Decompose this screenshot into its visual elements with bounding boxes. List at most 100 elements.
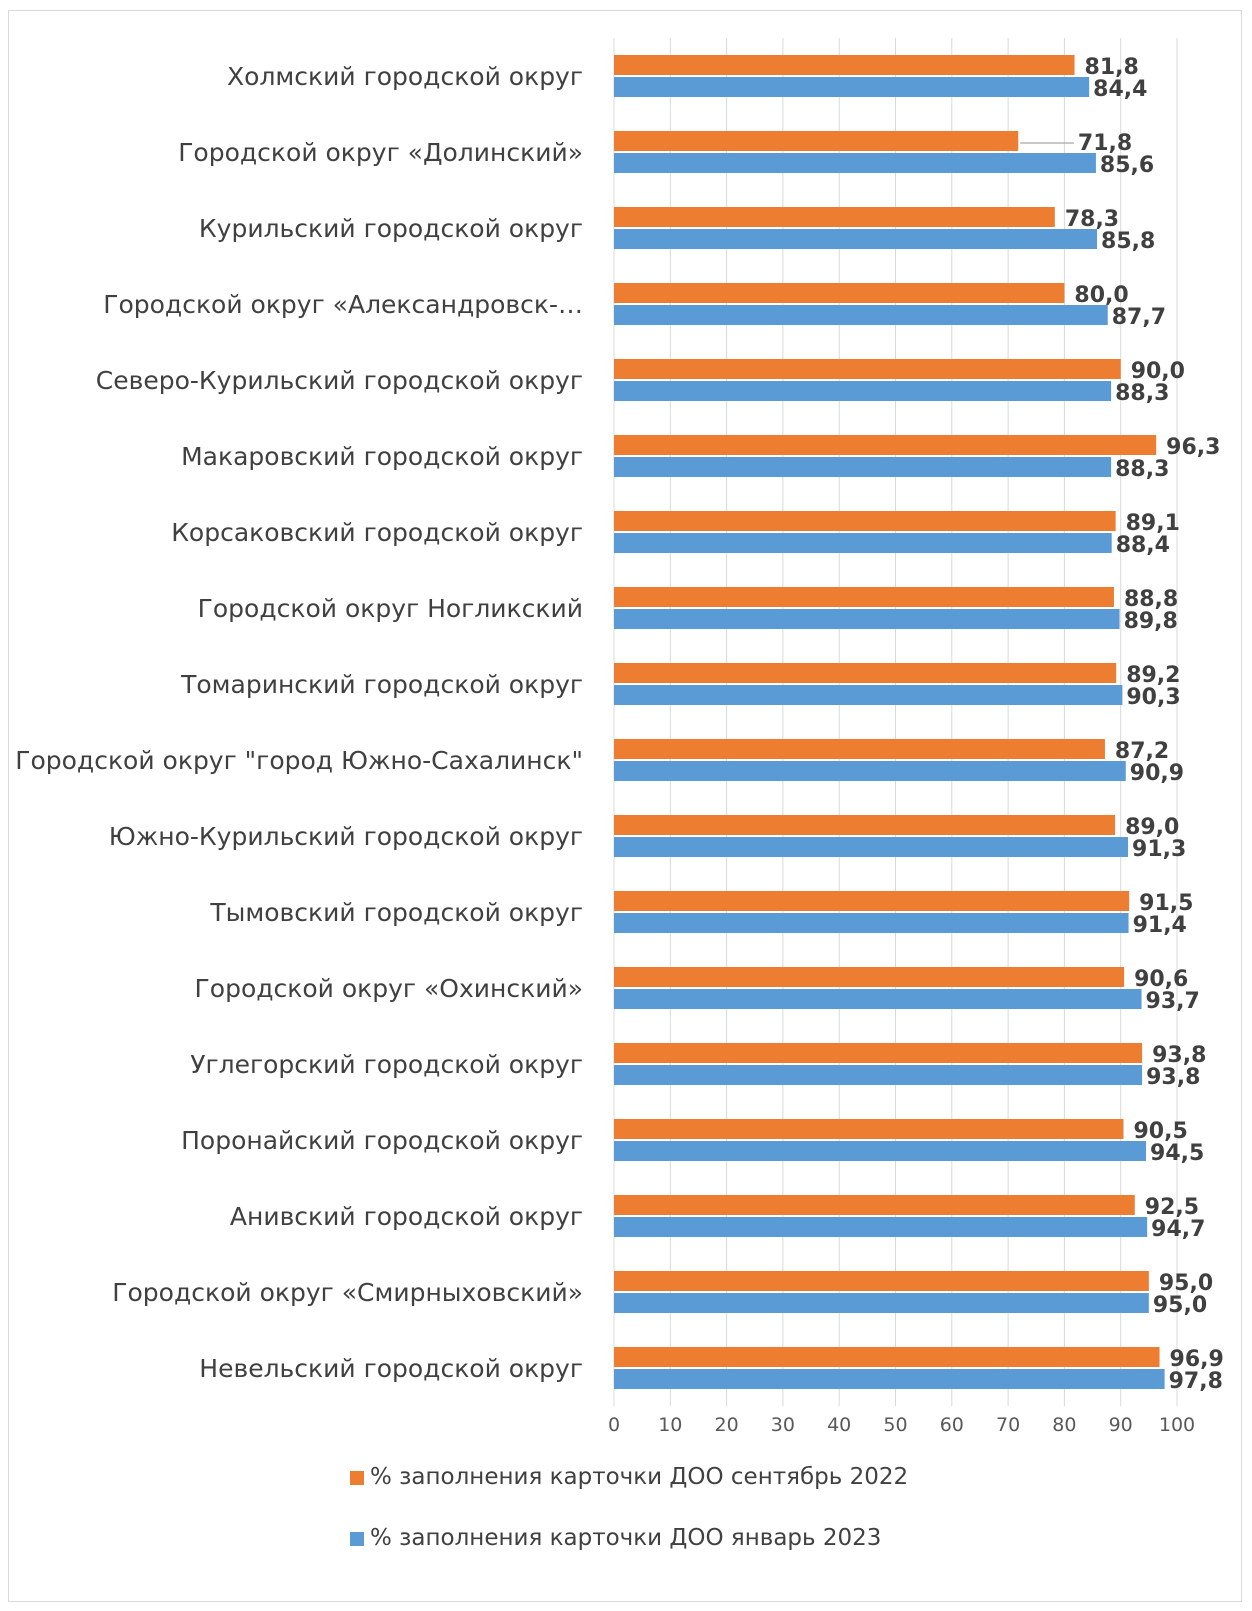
data-label-sep-2022: 91,5 <box>1139 891 1193 916</box>
category-label: Корсаковский городской округ <box>171 518 583 547</box>
bar-sep-2022 <box>614 55 1075 75</box>
data-label-jan-2023: 84,4 <box>1093 77 1147 102</box>
bar-sep-2022 <box>614 587 1114 607</box>
legend-item-sep-2022: % заполнения карточки ДОО сентябрь 2022 <box>350 1458 1050 1498</box>
category-label: Городской округ «Долинский» <box>178 138 583 167</box>
data-label-jan-2023: 87,7 <box>1112 305 1166 330</box>
data-label-jan-2023: 88,4 <box>1116 533 1170 558</box>
bar-jan-2023 <box>614 153 1096 173</box>
x-tick-label: 50 <box>883 1414 907 1436</box>
data-label-sep-2022: 81,8 <box>1085 55 1139 80</box>
bar-jan-2023 <box>614 989 1142 1009</box>
bar-sep-2022 <box>614 815 1116 835</box>
bar-jan-2023 <box>614 457 1112 477</box>
category-label: Городской округ Ногликский <box>198 594 583 623</box>
x-tick-label: 30 <box>771 1414 795 1436</box>
x-tick-label: 20 <box>715 1414 739 1436</box>
bar-sep-2022 <box>614 435 1157 455</box>
category-label: Холмский городской округ <box>227 62 583 91</box>
data-label-jan-2023: 85,8 <box>1101 229 1155 254</box>
bar-jan-2023 <box>614 913 1129 933</box>
bar-sep-2022 <box>614 1195 1135 1215</box>
legend-label: % заполнения карточки ДОО сентябрь 2022 <box>370 1464 909 1490</box>
data-label-jan-2023: 95,0 <box>1153 1293 1207 1318</box>
data-label-jan-2023: 91,4 <box>1133 913 1187 938</box>
bar-jan-2023 <box>614 1293 1149 1313</box>
bar-sep-2022 <box>614 967 1125 987</box>
data-label-sep-2022: 80,0 <box>1074 283 1128 308</box>
category-label: Курильский городской округ <box>199 214 583 243</box>
category-label: Городской округ «Охинский» <box>195 974 583 1003</box>
x-tick-label: 100 <box>1159 1414 1195 1436</box>
data-label-jan-2023: 93,8 <box>1146 1065 1200 1090</box>
bar-sep-2022 <box>614 131 1019 151</box>
bar-jan-2023 <box>614 609 1120 629</box>
bar-jan-2023 <box>614 837 1129 857</box>
data-label-sep-2022: 89,2 <box>1126 663 1180 688</box>
bar-sep-2022 <box>614 1347 1160 1367</box>
legend-label: % заполнения карточки ДОО январь 2023 <box>370 1525 882 1551</box>
data-label-sep-2022: 90,0 <box>1131 359 1185 384</box>
data-label-jan-2023: 93,7 <box>1146 989 1200 1014</box>
legend-item-jan-2023: % заполнения карточки ДОО январь 2023 <box>350 1519 1050 1559</box>
data-label-jan-2023: 85,6 <box>1100 153 1154 178</box>
bar-jan-2023 <box>614 229 1098 249</box>
data-label-sep-2022: 78,3 <box>1065 207 1119 232</box>
data-label-sep-2022: 96,3 <box>1166 435 1220 460</box>
data-label-jan-2023: 91,3 <box>1132 837 1186 862</box>
data-label-sep-2022: 89,1 <box>1126 511 1180 536</box>
category-label: Северо-Курильский городской округ <box>96 366 583 395</box>
chart-frame <box>8 10 1242 1602</box>
data-label-sep-2022: 88,8 <box>1124 587 1178 612</box>
category-label: Городской округ «Александровск-… <box>103 290 583 319</box>
data-label-jan-2023: 94,7 <box>1151 1217 1205 1242</box>
category-label: Городской округ «Смирныховский» <box>112 1278 583 1307</box>
bar-jan-2023 <box>614 1141 1147 1161</box>
bar-sep-2022 <box>614 739 1105 759</box>
data-label-sep-2022: 95,0 <box>1159 1271 1213 1296</box>
bar-jan-2023 <box>614 761 1126 781</box>
bar-sep-2022 <box>614 359 1121 379</box>
bar-jan-2023 <box>614 1217 1148 1237</box>
category-label: Тымовский городской округ <box>209 898 583 927</box>
data-label-sep-2022: 87,2 <box>1115 739 1169 764</box>
data-label-jan-2023: 88,3 <box>1115 381 1169 406</box>
x-tick-label: 80 <box>1052 1414 1076 1436</box>
x-tick-label: 10 <box>658 1414 682 1436</box>
bar-sep-2022 <box>614 1119 1124 1139</box>
x-tick-label: 0 <box>608 1414 620 1436</box>
bar-jan-2023 <box>614 1065 1143 1085</box>
bar-jan-2023 <box>614 1369 1165 1389</box>
data-label-jan-2023: 90,3 <box>1126 685 1180 710</box>
data-label-sep-2022: 89,0 <box>1125 815 1179 840</box>
x-tick-label: 40 <box>827 1414 851 1436</box>
category-label: Анивский городской округ <box>230 1202 583 1231</box>
category-label: Углегорский городской округ <box>190 1050 583 1079</box>
data-label-sep-2022: 90,6 <box>1134 967 1188 992</box>
bar-sep-2022 <box>614 511 1116 531</box>
bar-sep-2022 <box>614 207 1055 227</box>
data-label-sep-2022: 93,8 <box>1152 1043 1206 1068</box>
bar-sep-2022 <box>614 283 1065 303</box>
x-tick-label: 70 <box>996 1414 1020 1436</box>
legend-swatch-orange <box>350 1471 364 1485</box>
data-label-jan-2023: 90,9 <box>1130 761 1184 786</box>
bar-jan-2023 <box>614 533 1112 553</box>
data-label-jan-2023: 89,8 <box>1124 609 1178 634</box>
x-tick-label: 90 <box>1109 1414 1133 1436</box>
category-label: Поронайский городской округ <box>181 1126 583 1155</box>
data-label-jan-2023: 88,3 <box>1115 457 1169 482</box>
bar-sep-2022 <box>614 891 1130 911</box>
data-label-sep-2022: 71,8 <box>1078 131 1132 156</box>
category-label: Невельский городской округ <box>199 1354 583 1383</box>
data-label-jan-2023: 94,5 <box>1150 1141 1204 1166</box>
category-label: Южно-Курильский городской округ <box>109 822 583 851</box>
data-label-sep-2022: 96,9 <box>1170 1347 1224 1372</box>
data-label-jan-2023: 97,8 <box>1169 1369 1223 1394</box>
legend-swatch-blue <box>350 1532 364 1546</box>
category-label: Городской округ "город Южно-Сахалинск" <box>15 746 583 775</box>
data-label-sep-2022: 92,5 <box>1145 1195 1199 1220</box>
category-label: Томаринский городской округ <box>180 670 583 699</box>
bar-sep-2022 <box>614 663 1117 683</box>
